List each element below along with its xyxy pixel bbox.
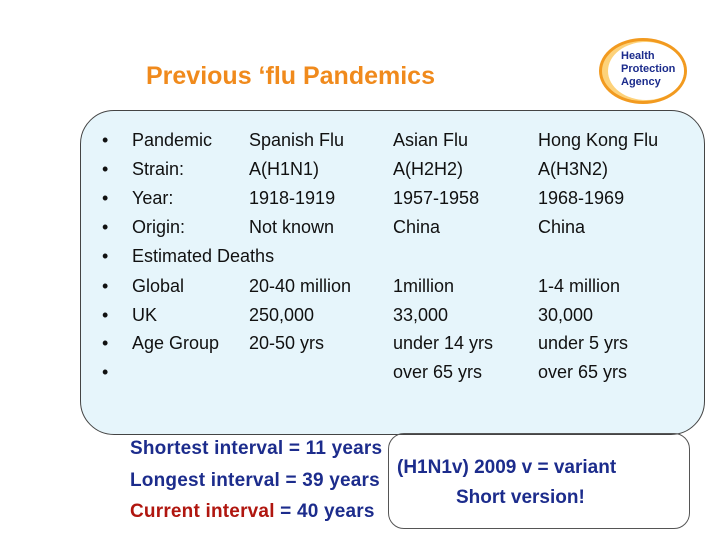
table-row: • Origin: Not known China China bbox=[0, 217, 720, 245]
bullet-icon: • bbox=[102, 362, 109, 382]
hong-kong-flu-cell: 1-4 million bbox=[538, 276, 621, 296]
asian-flu-cell: China bbox=[393, 217, 441, 237]
spanish-flu-cell: 1918-1919 bbox=[249, 188, 336, 208]
shortest-interval-value: = 11 years bbox=[288, 438, 383, 459]
spanish-flu-cell: 20-40 million bbox=[249, 276, 352, 296]
health-protection-agency-logo: Health Protection Agency bbox=[599, 38, 687, 104]
hong-kong-flu-cell: 30,000 bbox=[538, 305, 594, 325]
bullet-icon: • bbox=[102, 159, 109, 179]
row-label: Estimated Deaths bbox=[132, 246, 275, 266]
table-row: • Age Group 20-50 yrs under 14 yrs under… bbox=[0, 333, 720, 361]
hong-kong-flu-cell: A(H3N2) bbox=[538, 159, 609, 179]
row-label: Year: bbox=[132, 188, 174, 208]
asian-flu-cell: Asian Flu bbox=[393, 130, 469, 150]
row-label: Global bbox=[132, 276, 185, 296]
current-interval-label: Current interval bbox=[130, 501, 275, 522]
row-label: Origin: bbox=[132, 217, 186, 237]
spanish-flu-cell: Not known bbox=[249, 217, 335, 237]
bullet-icon: • bbox=[102, 333, 109, 353]
table-row: • over 65 yrs over 65 yrs bbox=[0, 362, 720, 390]
bullet-icon: • bbox=[102, 188, 109, 208]
asian-flu-cell: over 65 yrs bbox=[393, 362, 483, 382]
spanish-flu-cell: 20-50 yrs bbox=[249, 333, 325, 353]
asian-flu-cell: under 14 yrs bbox=[393, 333, 494, 353]
table-row: • Strain: A(H1N1) A(H2H2) A(H3N2) bbox=[0, 159, 720, 187]
variant-note-box bbox=[388, 433, 690, 529]
pandemic-table-panel bbox=[80, 110, 705, 435]
asian-flu-cell: 1957-1958 bbox=[393, 188, 480, 208]
table-row: • Year: 1918-1919 1957-1958 1968-1969 bbox=[0, 188, 720, 216]
asian-flu-cell: 33,000 bbox=[393, 305, 449, 325]
hong-kong-flu-cell: China bbox=[538, 217, 586, 237]
table-row: • Global 20-40 million 1million 1-4 mill… bbox=[0, 276, 720, 304]
table-row: • UK 250,000 33,000 30,000 bbox=[0, 305, 720, 333]
logo-line-3: Agency bbox=[621, 76, 662, 88]
row-label: Strain: bbox=[132, 159, 185, 179]
hong-kong-flu-cell: 1968-1969 bbox=[538, 188, 625, 208]
bullet-icon: • bbox=[102, 130, 109, 150]
shortest-interval: Shortest interval = 11 years bbox=[130, 438, 382, 460]
asian-flu-cell: A(H2H2) bbox=[393, 159, 464, 179]
spanish-flu-cell: A(H1N1) bbox=[249, 159, 320, 179]
table-row: • Estimated Deaths bbox=[0, 246, 720, 274]
spanish-flu-cell: Spanish Flu bbox=[249, 130, 345, 150]
hong-kong-flu-cell: under 5 yrs bbox=[538, 333, 629, 353]
bullet-icon: • bbox=[102, 246, 109, 266]
short-version-note: Short version! bbox=[456, 487, 585, 508]
logo-line-1: Health bbox=[621, 50, 655, 62]
spanish-flu-cell: 250,000 bbox=[249, 305, 315, 325]
logo-line-2: Protection bbox=[621, 63, 676, 75]
row-label: Age Group bbox=[132, 333, 220, 353]
asian-flu-cell: 1million bbox=[393, 276, 455, 296]
bullet-icon: • bbox=[102, 305, 109, 325]
longest-interval-value: = 39 years bbox=[285, 470, 380, 491]
hong-kong-flu-cell: Hong Kong Flu bbox=[538, 130, 659, 150]
longest-interval: Longest interval = 39 years bbox=[130, 470, 380, 492]
row-label: UK bbox=[132, 305, 158, 325]
table-row: • Pandemic Spanish Flu Asian Flu Hong Ko… bbox=[0, 130, 720, 158]
current-interval: Current interval = 40 years bbox=[130, 501, 375, 523]
shortest-interval-label: Shortest interval bbox=[130, 438, 284, 459]
current-interval-value: = 40 years bbox=[280, 501, 375, 522]
longest-interval-label: Longest interval bbox=[130, 470, 280, 491]
row-label: Pandemic bbox=[132, 130, 213, 150]
variant-note-line: (H1N1v) 2009 v = variant bbox=[397, 457, 617, 478]
hong-kong-flu-cell: over 65 yrs bbox=[538, 362, 628, 382]
slide-title: Previous ‘flu Pandemics bbox=[146, 62, 435, 90]
bullet-icon: • bbox=[102, 276, 109, 296]
bullet-icon: • bbox=[102, 217, 109, 237]
